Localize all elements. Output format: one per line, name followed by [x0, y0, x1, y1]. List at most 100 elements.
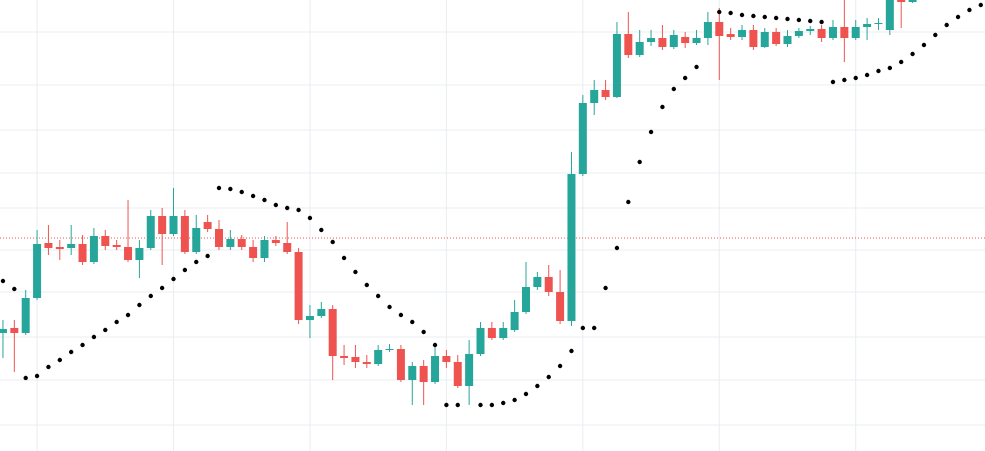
candle-body: [10, 328, 19, 333]
candle-body: [794, 31, 803, 36]
candle-body: [647, 38, 656, 42]
candle-body: [726, 34, 735, 37]
sar-dot: [125, 312, 131, 318]
candle-body: [192, 228, 201, 252]
sar-dot: [478, 402, 483, 408]
sar-dot: [444, 402, 449, 408]
candle-body: [112, 245, 121, 247]
candle-body: [317, 309, 326, 316]
sar-dot: [501, 400, 506, 406]
sar-dot: [864, 72, 870, 78]
sar-dot: [228, 186, 233, 192]
sar-dot: [751, 13, 756, 19]
candle-body: [897, 0, 906, 2]
sar-dot: [626, 199, 631, 205]
sar-dot: [955, 14, 961, 20]
sar-dot: [910, 51, 915, 57]
candle-body: [817, 29, 826, 38]
candle-body: [760, 32, 769, 47]
sar-dot: [182, 267, 188, 273]
sar-dot: [739, 12, 745, 18]
candle-body: [89, 236, 98, 262]
sar-dot: [148, 293, 153, 299]
sar-dot: [944, 22, 949, 28]
sar-dot: [296, 207, 301, 213]
candle-body: [738, 30, 747, 37]
sar-dot: [569, 348, 574, 354]
candle-body: [465, 354, 474, 386]
sar-dot: [523, 391, 529, 397]
sar-dot: [978, 2, 983, 8]
sar-dot: [717, 9, 722, 15]
sar-dot: [216, 185, 222, 191]
sar-dot: [262, 197, 267, 203]
candle-body: [567, 174, 576, 321]
sar-dot: [819, 19, 824, 25]
candle-body: [669, 35, 678, 47]
candle-body: [487, 328, 496, 338]
candle-body: [169, 216, 178, 234]
candle-body: [533, 277, 542, 287]
candle-body: [851, 27, 860, 38]
sar-dot: [375, 293, 381, 299]
sar-dot: [899, 59, 904, 65]
candle-body: [783, 36, 792, 44]
sar-dot: [637, 159, 642, 165]
sar-dot: [319, 227, 324, 233]
candle-body: [249, 247, 258, 258]
candle-body: [362, 362, 371, 364]
candle-body: [237, 239, 246, 247]
sar-dot: [512, 397, 517, 403]
sar-dot: [557, 363, 563, 369]
candle-body: [351, 357, 360, 362]
candle-body: [214, 229, 223, 247]
sar-dot: [660, 104, 665, 110]
candle-body: [374, 350, 383, 364]
candle-body: [385, 349, 394, 350]
sar-dot: [592, 325, 597, 331]
candle-body: [658, 38, 667, 47]
sar-dot: [0, 278, 6, 284]
sar-dot: [808, 18, 813, 24]
candle-body: [510, 312, 519, 330]
candle-body: [135, 248, 144, 260]
sar-dot: [853, 75, 858, 81]
candle-body: [840, 27, 849, 38]
candle-body: [67, 244, 76, 248]
sar-dot: [694, 64, 699, 70]
candle-body: [863, 24, 872, 27]
sar-dot: [489, 402, 495, 408]
sar-dot: [933, 32, 938, 38]
sar-dot: [580, 325, 586, 331]
candle-body: [442, 356, 451, 362]
candle-body: [624, 34, 633, 55]
candle-body: [476, 328, 485, 354]
sar-dot: [546, 374, 551, 380]
candle-body: [158, 216, 167, 234]
candle-body: [21, 298, 30, 333]
sar-dot: [46, 364, 51, 370]
sar-dot: [603, 285, 608, 291]
candle-body: [544, 277, 553, 292]
sar-dot: [410, 319, 415, 325]
candle-body: [305, 316, 314, 320]
sar-dot: [535, 383, 540, 389]
candle-body: [260, 240, 269, 258]
sar-dot: [159, 285, 165, 291]
candle-body: [703, 22, 712, 38]
candle-body: [715, 22, 724, 36]
sar-dot: [80, 342, 85, 348]
sar-dot: [887, 65, 893, 71]
candle-body: [749, 30, 758, 47]
sar-dot: [171, 276, 176, 282]
candle-body: [885, 0, 894, 30]
sar-dot: [273, 202, 279, 208]
sar-dot: [34, 373, 40, 379]
sar-dot: [432, 342, 438, 348]
sar-dot: [364, 282, 370, 288]
candle-body: [556, 292, 565, 321]
sar-dot: [773, 15, 779, 21]
candle-body: [408, 366, 417, 380]
candle-body: [772, 32, 781, 44]
sar-dot: [250, 193, 256, 199]
